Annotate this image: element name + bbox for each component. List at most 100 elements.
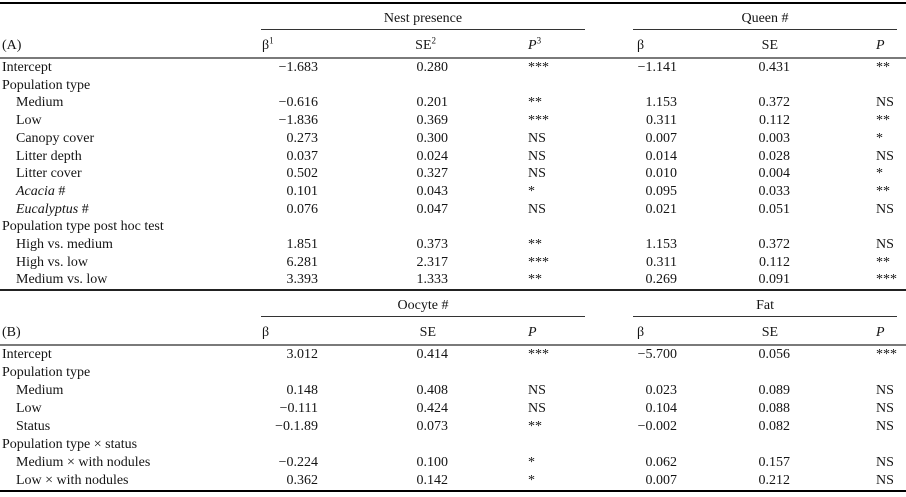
column-gap	[585, 112, 633, 130]
table-row: High vs. low 6.281 2.317 *** 0.311 0.112 **	[0, 254, 906, 272]
column-gap	[585, 165, 633, 183]
cell-beta: −1.683	[278, 60, 318, 75]
cell-p: ***	[528, 113, 549, 129]
cell-se: 0.142	[416, 473, 449, 489]
cell-beta: 1.153	[645, 95, 678, 111]
col-group-1-title: Oocyte #	[261, 298, 586, 318]
cell-se: 0.003	[758, 130, 791, 146]
cell-beta: 0.021	[645, 201, 678, 217]
cell-p: NS	[876, 419, 894, 435]
col-header-p: P	[876, 325, 885, 341]
cell-se: 0.369	[416, 113, 449, 129]
cell-se: 1.333	[416, 272, 449, 288]
column-gap	[585, 345, 633, 364]
cell-se: 0.082	[758, 419, 791, 435]
col-header-p: P	[876, 38, 885, 53]
column-gap	[585, 436, 633, 454]
cell-se: 0.004	[758, 166, 791, 182]
row-label: Low	[16, 113, 42, 129]
table-row: Medium × with nodules −0.224 0.100 * 0.062 0.…	[0, 454, 906, 472]
cell-se: 0.431	[758, 60, 791, 75]
cell-beta: 0.007	[645, 473, 678, 489]
cell-se	[322, 436, 450, 454]
cell-se: 0.056	[758, 347, 791, 363]
group-gap	[585, 317, 633, 345]
cell-beta	[633, 364, 681, 382]
cell-p: NS	[876, 473, 894, 489]
cell-beta: 0.104	[645, 401, 678, 417]
cell-p: *	[528, 473, 535, 489]
column-gap	[585, 218, 633, 236]
col-group-1-header: Nest presence	[258, 3, 585, 30]
cell-beta: 0.148	[286, 383, 319, 399]
panel-label: (B)	[2, 325, 21, 341]
col-header-beta: β	[637, 325, 645, 341]
cell-p	[450, 218, 585, 236]
col-header-se: SE2	[415, 35, 437, 53]
row-label: Low	[16, 401, 42, 417]
cell-p: *	[528, 455, 535, 471]
column-gap	[585, 400, 633, 418]
cell-beta: −0.1.89	[275, 419, 318, 435]
cell-beta: 0.010	[645, 166, 678, 182]
cell-se: 0.373	[416, 237, 449, 253]
column-gap	[585, 364, 633, 382]
footnote-marker: 2	[431, 35, 437, 46]
cell-se	[681, 436, 792, 454]
col-header-se: SE	[761, 325, 779, 341]
group-header-spacer	[0, 290, 258, 317]
cell-beta: −1.836	[278, 113, 318, 129]
table-row: Low × with nodules 0.362 0.142 * 0.007 0.212 N…	[0, 472, 906, 491]
row-label: Medium	[16, 383, 64, 399]
col-header-se: SE	[761, 38, 778, 53]
row-label: Population type	[2, 77, 91, 93]
table-row: Population type	[0, 77, 906, 95]
cell-p: ***	[528, 347, 549, 363]
cell-se: 0.372	[758, 237, 791, 253]
table-row: Intercept 3.012 0.414 *** −5.700 0.056 ***	[0, 345, 906, 364]
col-header-beta: β	[262, 325, 270, 341]
cell-se: 0.414	[416, 347, 449, 363]
cell-p: NS	[876, 455, 894, 471]
cell-beta: 1.153	[645, 237, 678, 253]
cell-p: *	[876, 166, 883, 182]
cell-se: 0.024	[416, 148, 449, 164]
cell-beta	[633, 77, 681, 95]
cell-se: 0.033	[758, 183, 791, 199]
table-row: Low −1.836 0.369 *** 0.311 0.112 **	[0, 112, 906, 130]
column-gap	[585, 418, 633, 436]
col-header-beta: β1	[262, 35, 274, 53]
cell-beta: −0.002	[637, 419, 678, 435]
cell-se: 0.201	[416, 95, 449, 111]
table-row: Litter depth 0.037 0.024 NS 0.014 0.028 NS	[0, 148, 906, 166]
column-gap	[585, 382, 633, 400]
col-group-2-header: Queen #	[633, 3, 906, 30]
column-header-row: (B) β SE P β SE P	[0, 317, 906, 345]
table-row: Acacia # 0.101 0.043 * 0.095 0.033 **	[0, 183, 906, 201]
species-name: Acacia	[16, 183, 55, 199]
col-group-1-title: Nest presence	[261, 11, 585, 30]
cell-beta	[633, 436, 681, 454]
col-header-se: SE	[419, 325, 436, 341]
cell-se: 0.157	[758, 455, 791, 471]
row-label: Population type post hoc test	[2, 219, 164, 235]
cell-se	[681, 364, 792, 382]
cell-p: **	[528, 272, 542, 288]
column-gap	[585, 271, 633, 289]
cell-beta: 6.281	[286, 254, 319, 270]
table-row: Medium 0.148 0.408 NS 0.023 0.089 NS	[0, 382, 906, 400]
column-gap	[585, 201, 633, 219]
cell-beta: 0.269	[645, 272, 678, 288]
cell-se: 0.091	[758, 272, 791, 288]
column-gap	[585, 254, 633, 272]
cell-beta: −5.700	[637, 347, 678, 363]
column-gap	[585, 183, 633, 201]
cell-p: NS	[528, 383, 546, 399]
group-header-row: Oocyte # Fat	[0, 290, 906, 318]
col-group-1-header: Oocyte #	[258, 290, 586, 318]
cell-se: 0.028	[758, 148, 791, 164]
table-row: Litter cover 0.502 0.327 NS 0.010 0.004 *	[0, 165, 906, 183]
col-group-2-header: Fat	[633, 290, 906, 318]
table-row: Low −0.111 0.424 NS 0.104 0.088 NS	[0, 400, 906, 418]
row-label: Population type	[2, 365, 91, 381]
